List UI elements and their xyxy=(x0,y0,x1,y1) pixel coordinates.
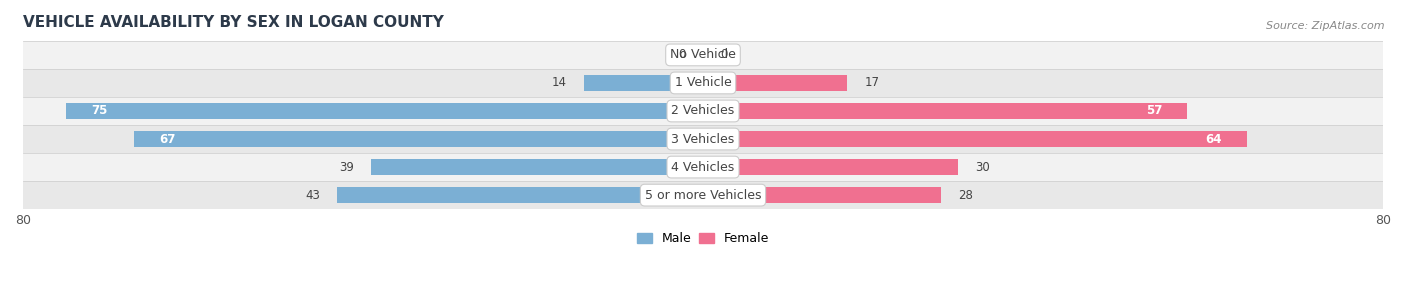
Text: 75: 75 xyxy=(91,105,107,117)
Text: 30: 30 xyxy=(974,160,990,174)
Text: 57: 57 xyxy=(1146,105,1161,117)
Text: 67: 67 xyxy=(159,133,176,145)
Bar xyxy=(703,187,941,203)
Text: VEHICLE AVAILABILITY BY SEX IN LOGAN COUNTY: VEHICLE AVAILABILITY BY SEX IN LOGAN COU… xyxy=(22,15,444,30)
Text: 39: 39 xyxy=(340,160,354,174)
Text: 17: 17 xyxy=(865,77,880,89)
Bar xyxy=(703,160,957,175)
Bar xyxy=(337,187,703,203)
Text: 4 Vehicles: 4 Vehicles xyxy=(672,160,734,174)
Bar xyxy=(66,103,703,119)
Text: 0: 0 xyxy=(679,48,686,61)
Text: 0: 0 xyxy=(720,48,727,61)
Text: 5 or more Vehicles: 5 or more Vehicles xyxy=(645,188,761,202)
Bar xyxy=(22,125,1384,153)
Bar xyxy=(22,181,1384,209)
Legend: Male, Female: Male, Female xyxy=(631,227,775,250)
Text: 43: 43 xyxy=(305,188,321,202)
Bar xyxy=(22,97,1384,125)
Bar xyxy=(583,75,703,91)
Text: 2 Vehicles: 2 Vehicles xyxy=(672,105,734,117)
Bar xyxy=(371,160,703,175)
Bar xyxy=(703,75,848,91)
Text: 64: 64 xyxy=(1205,133,1222,145)
Bar xyxy=(134,131,703,147)
Bar xyxy=(22,69,1384,97)
Text: Source: ZipAtlas.com: Source: ZipAtlas.com xyxy=(1267,21,1385,31)
Bar xyxy=(703,131,1247,147)
Text: 3 Vehicles: 3 Vehicles xyxy=(672,133,734,145)
Bar xyxy=(703,103,1188,119)
Text: No Vehicle: No Vehicle xyxy=(671,48,735,61)
Bar xyxy=(22,41,1384,69)
Bar xyxy=(22,153,1384,181)
Text: 28: 28 xyxy=(957,188,973,202)
Text: 1 Vehicle: 1 Vehicle xyxy=(675,77,731,89)
Text: 14: 14 xyxy=(553,77,567,89)
